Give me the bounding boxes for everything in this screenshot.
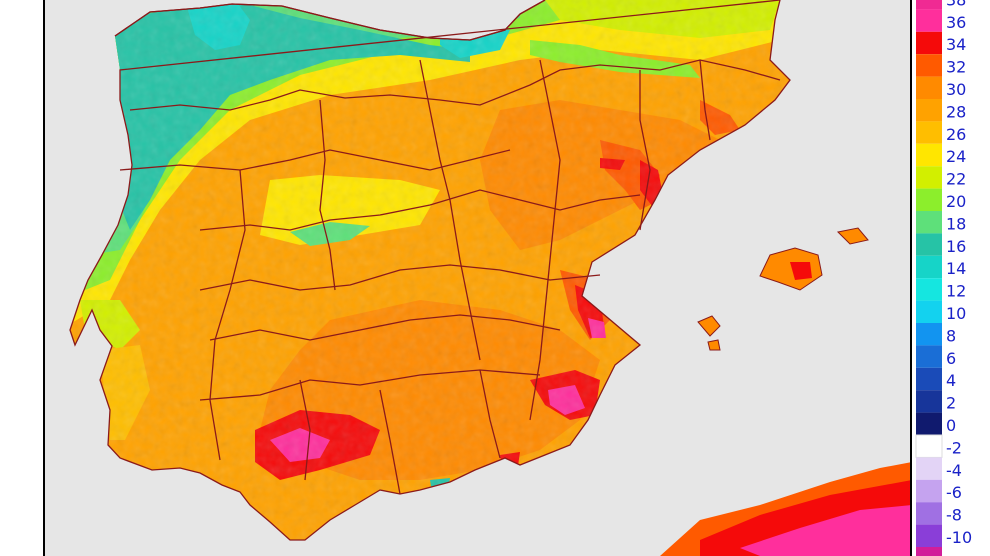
legend-swatch <box>916 255 942 279</box>
coastline <box>69 0 791 541</box>
legend-label: 18 <box>946 214 966 233</box>
legend-swatch <box>916 54 942 77</box>
legend-swatch <box>916 121 942 144</box>
color-legend: 38363432302826242220181614121086420-2-4-… <box>915 0 972 556</box>
legend-label: 30 <box>946 80 966 99</box>
legend-swatch <box>916 76 942 99</box>
legend-swatch <box>916 524 942 547</box>
legend-swatch <box>916 0 942 10</box>
legend-swatch <box>916 9 942 32</box>
legend-label: 6 <box>946 349 956 368</box>
legend-swatch <box>916 502 942 525</box>
legend-label: -6 <box>946 483 962 502</box>
legend-label: -2 <box>946 438 962 457</box>
legend-label: 0 <box>946 416 956 435</box>
balearic-islands <box>697 227 869 351</box>
legend-label: 38 <box>946 0 966 9</box>
legend-swatch <box>916 345 942 368</box>
legend-swatch <box>916 300 942 323</box>
legend-swatch <box>916 323 942 346</box>
legend-swatch <box>916 211 942 234</box>
legend-label: 16 <box>946 237 966 256</box>
legend-label: 14 <box>946 259 966 278</box>
legend-swatch <box>916 479 942 503</box>
legend-label: 22 <box>946 170 966 189</box>
legend-label: -10 <box>946 528 972 547</box>
legend-label: 34 <box>946 35 966 54</box>
legend-swatch <box>916 278 942 301</box>
legend-label: 10 <box>946 304 966 323</box>
legend-swatch <box>916 166 942 189</box>
legend-swatch <box>916 143 942 167</box>
legend-label: -4 <box>946 461 962 480</box>
legend-label: 36 <box>946 13 966 32</box>
legend-swatch <box>916 233 942 256</box>
legend-swatch <box>915 434 943 458</box>
legend-swatch <box>916 31 942 55</box>
legend-swatch <box>916 547 942 556</box>
legend-swatch <box>916 390 942 413</box>
legend-swatch <box>916 367 942 391</box>
temperature-map <box>43 0 912 556</box>
north-africa-landmass <box>660 462 912 556</box>
legend-label: 32 <box>946 58 966 77</box>
legend-swatch <box>916 457 942 480</box>
legend-label: 24 <box>946 147 966 166</box>
legend-label: 4 <box>946 371 956 390</box>
legend-swatch <box>916 99 942 122</box>
legend-label: 8 <box>946 326 956 345</box>
legend-swatch <box>916 188 942 211</box>
legend-label: 28 <box>946 102 966 121</box>
region-borders <box>114 0 781 495</box>
legend-swatch <box>916 412 942 435</box>
legend-label: -8 <box>946 506 962 525</box>
legend-label: 12 <box>946 282 966 301</box>
legend-label: 2 <box>946 394 956 413</box>
legend-label: 20 <box>946 192 966 211</box>
legend-label: 26 <box>946 125 966 144</box>
